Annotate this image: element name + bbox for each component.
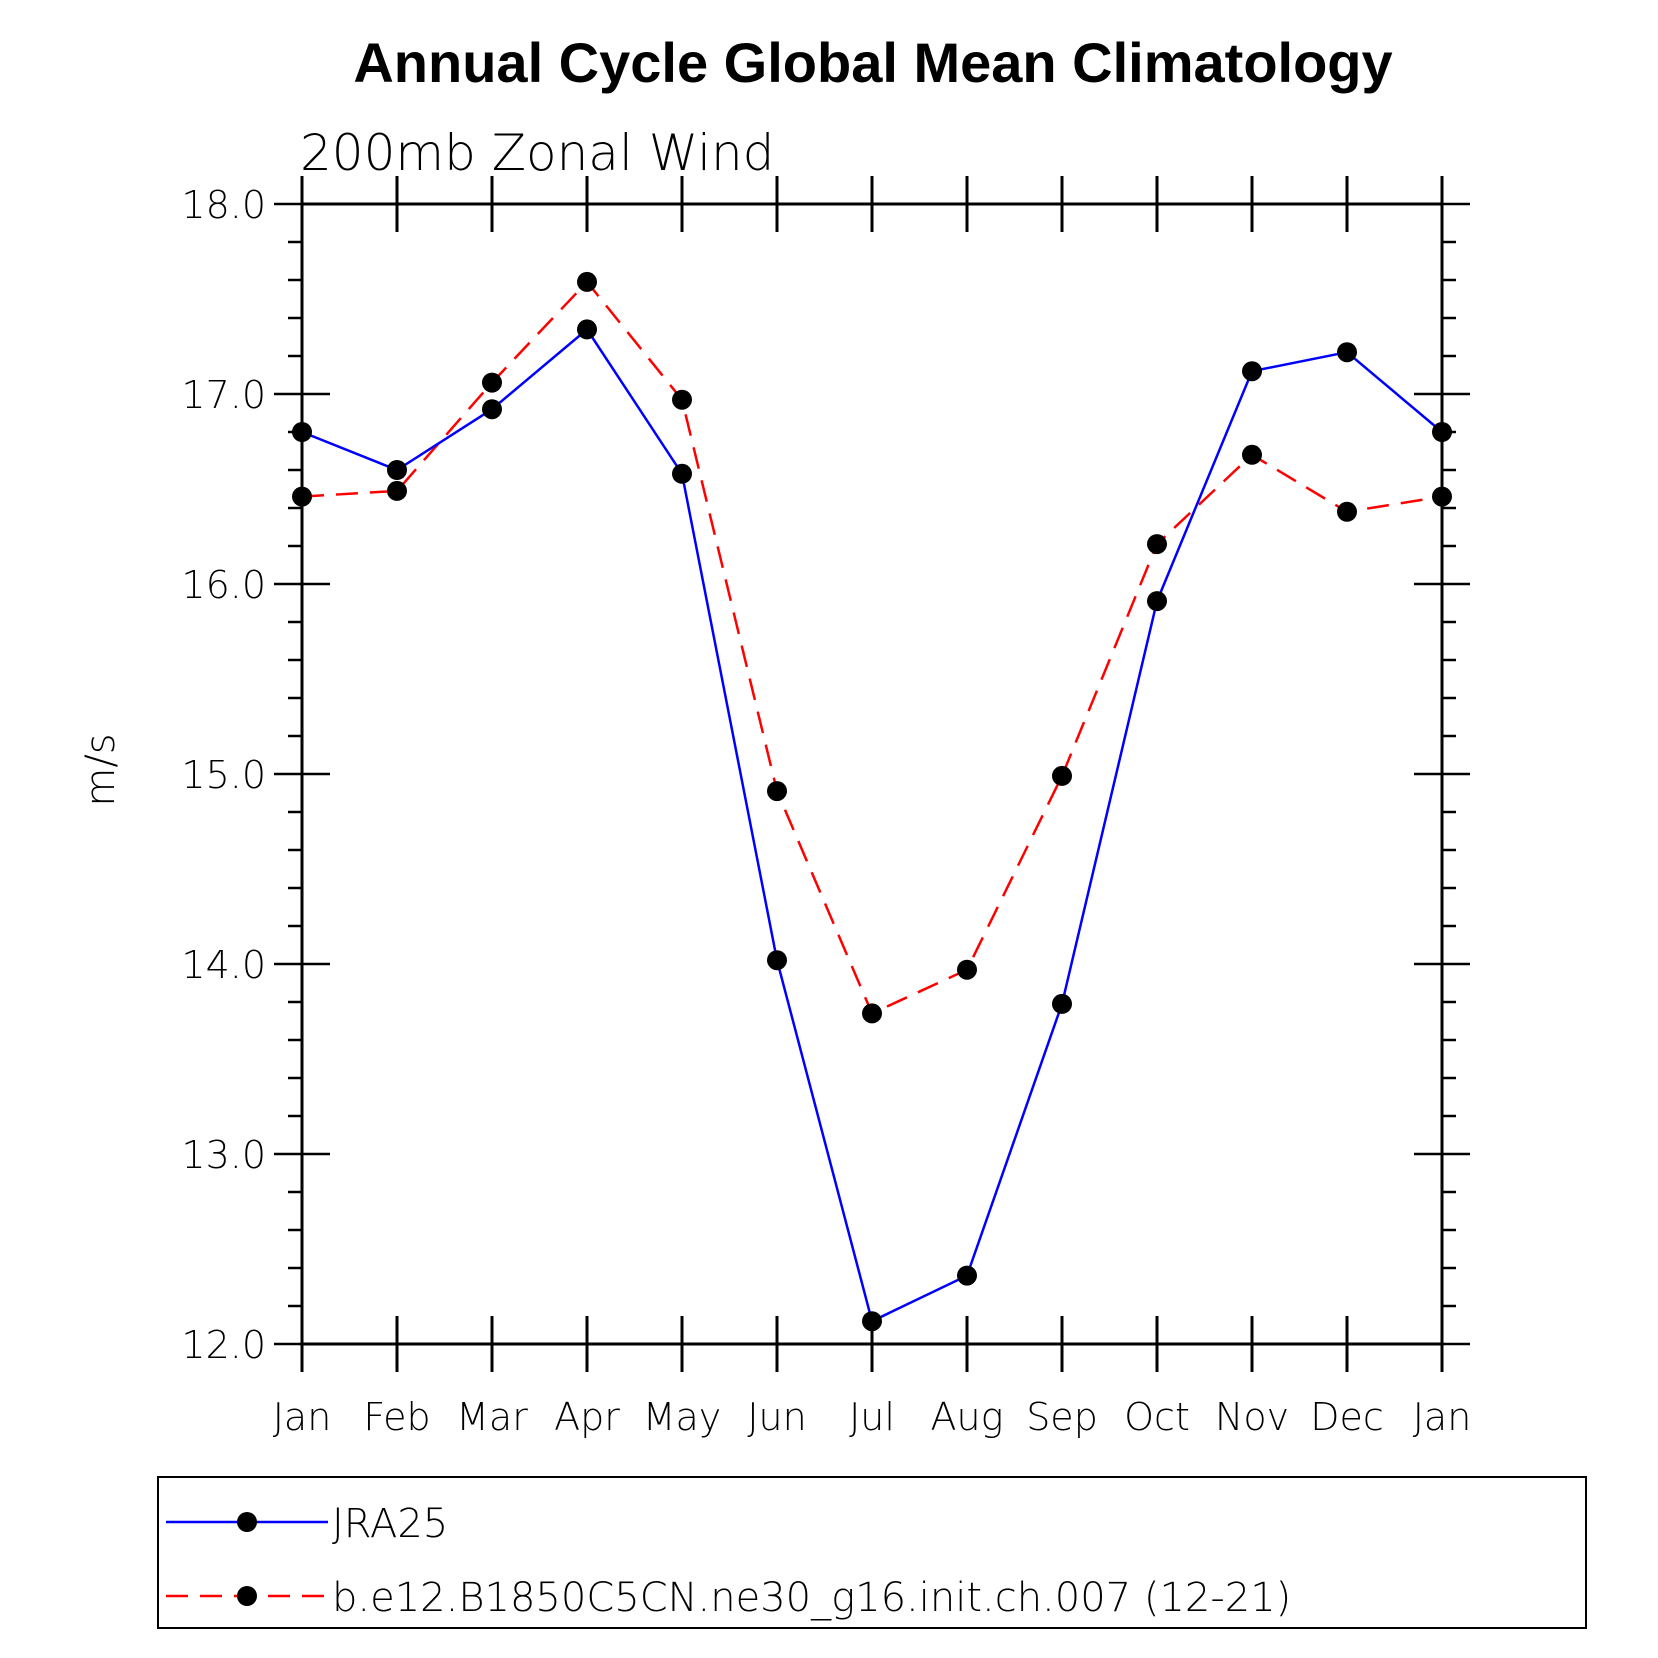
legend-label: b.e12.B1850C5CN.ne30_g16.init.ch.007 (12…: [332, 1575, 1291, 1621]
data-point: [957, 1265, 977, 1286]
data-point: [862, 1311, 882, 1332]
data-point: [1242, 361, 1262, 382]
data-point: [1052, 993, 1072, 1014]
data-point: [1337, 501, 1357, 522]
data-point: [672, 463, 692, 484]
x-tick-label: Jun: [747, 1395, 806, 1439]
chart-title: Annual Cycle Global Mean Climatology: [353, 31, 1392, 94]
x-tick-label: Jan: [273, 1395, 332, 1439]
data-point: [1147, 591, 1167, 612]
data-point: [1242, 444, 1262, 465]
x-tick-label: Feb: [363, 1395, 430, 1439]
legend: JRA25 b.e12.B1850C5CN.ne30_g16.init.ch.00…: [166, 1501, 1291, 1621]
x-tick-label: Sep: [1026, 1395, 1098, 1439]
data-point: [672, 389, 692, 410]
data-point: [387, 480, 407, 501]
y-tick-label: 14.0: [181, 943, 266, 987]
x-tick-label: Jan: [1413, 1395, 1472, 1439]
y-tick-label: 16.0: [181, 563, 266, 607]
data-point: [482, 372, 502, 393]
data-point: [482, 399, 502, 420]
x-tick-label: Jul: [849, 1395, 895, 1439]
legend-box: [157, 1476, 1587, 1629]
x-tick-label: Nov: [1215, 1395, 1289, 1439]
series-line: [301, 327, 1443, 1323]
x-tick-label: Aug: [931, 1395, 1004, 1439]
data-point: [1052, 765, 1072, 786]
data-point: [292, 422, 312, 442]
x-tick-label: Apr: [554, 1395, 620, 1439]
y-axis-label: m/s: [78, 733, 124, 806]
axis-ticks: [274, 176, 1470, 1372]
x-tick-label: May: [643, 1395, 722, 1439]
data-point: [862, 1003, 882, 1024]
y-tick-label: 18.0: [181, 183, 266, 227]
x-tick-label: Dec: [1310, 1395, 1384, 1439]
chart-subtitle: 200mb Zonal Wind: [300, 124, 774, 182]
data-point: [577, 319, 597, 340]
data-point: [767, 950, 787, 971]
y-tick-label: 17.0: [181, 373, 266, 417]
y-tick-label: 12.0: [181, 1323, 266, 1367]
legend-marker: [237, 1512, 257, 1532]
data-point: [1337, 342, 1357, 363]
legend-marker: [237, 1586, 257, 1606]
data-point: [1147, 534, 1167, 555]
data-point: [1432, 486, 1452, 507]
series-line: [301, 280, 1443, 1016]
data-point: [1432, 422, 1452, 442]
y-tick-label: 15.0: [181, 753, 266, 797]
plot-frame: [300, 202, 1444, 1346]
y-tick-labels: 12.0 13.0 14.0 15.0 16.0 17.0 18.0: [181, 183, 266, 1367]
legend-label: JRA25: [332, 1501, 448, 1547]
data-point: [957, 959, 977, 980]
series-layer: [292, 271, 1452, 1332]
x-tick-labels: Jan Feb Mar Apr May Jun Jul Aug Sep Oct Nov Dec Jan: [273, 1395, 1472, 1439]
x-tick-label: Mar: [456, 1395, 528, 1439]
data-point: [292, 486, 312, 507]
data-point: [767, 781, 787, 802]
y-tick-label: 13.0: [181, 1133, 266, 1177]
x-tick-label: Oct: [1124, 1395, 1190, 1439]
data-point: [577, 271, 597, 292]
data-point: [387, 460, 407, 480]
